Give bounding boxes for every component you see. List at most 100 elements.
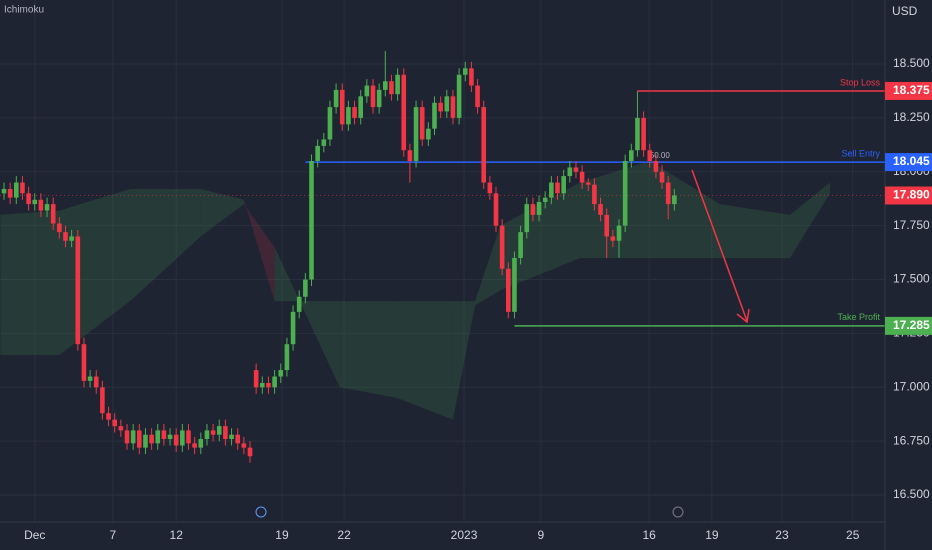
- candle-body: [487, 182, 493, 194]
- event-icon[interactable]: [255, 506, 267, 518]
- candle-body: [247, 447, 253, 457]
- candle-body: [57, 223, 62, 233]
- cloud-segment: [243, 199, 275, 302]
- candle-body: [555, 182, 560, 194]
- candle-body: [235, 434, 241, 444]
- candle-body: [130, 430, 136, 444]
- candle-body: [112, 419, 118, 427]
- candle-body: [124, 430, 130, 444]
- y-tick-label: 16.750: [893, 433, 930, 447]
- event-icon[interactable]: [672, 506, 684, 518]
- price-tag-label: 18.375: [893, 83, 930, 97]
- candle-body: [167, 434, 173, 440]
- price-tag: [885, 153, 932, 172]
- cloud-segment: [200, 189, 244, 237]
- candle-body: [50, 204, 56, 224]
- candle-body: [75, 236, 81, 345]
- candle-body: [44, 204, 50, 211]
- candle-body: [272, 376, 277, 388]
- candle-body: [143, 434, 148, 448]
- price-tag: [885, 316, 932, 335]
- candle-body: [259, 382, 265, 388]
- candle-body: [641, 117, 646, 151]
- y-tick-label: 17.500: [893, 272, 930, 286]
- candle-body: [659, 171, 665, 183]
- candle-body: [407, 150, 413, 161]
- candle-body: [161, 430, 167, 440]
- candle-body: [616, 225, 622, 241]
- candle-body: [26, 193, 31, 205]
- candle-body: [413, 107, 419, 161]
- candle-body: [635, 117, 640, 151]
- candle-body: [450, 96, 456, 118]
- candle-body: [266, 382, 271, 388]
- candle-body: [327, 107, 333, 140]
- candle-body: [136, 430, 142, 448]
- x-tick-label: 7: [110, 528, 117, 542]
- y-tick-label: 17.000: [893, 379, 930, 393]
- candle-body: [493, 193, 499, 226]
- candle-body: [192, 443, 197, 448]
- candle-body: [63, 232, 68, 241]
- y-tick-label: 16.500: [893, 487, 930, 501]
- candle-body: [20, 182, 25, 194]
- grid: [0, 0, 885, 522]
- cloud-segment: [0, 210, 60, 355]
- candle-body: [469, 68, 474, 86]
- cloud-segment: [475, 225, 501, 306]
- candle-body: [432, 102, 437, 129]
- candle-body: [370, 85, 376, 108]
- arrow-head: [736, 308, 750, 324]
- candle-body: [333, 89, 339, 108]
- candle-body: [229, 434, 234, 440]
- candle-body: [542, 197, 548, 202]
- x-tick-label: 25: [846, 528, 860, 542]
- candle-body: [32, 199, 38, 205]
- candle-body: [475, 85, 480, 108]
- candle-body: [339, 89, 345, 125]
- price-tag: [885, 186, 932, 205]
- candle-body: [241, 443, 247, 448]
- currency-label: USD: [892, 4, 918, 18]
- candle-body: [186, 430, 191, 444]
- candle-body: [296, 296, 302, 312]
- candle-body: [13, 182, 19, 198]
- cloud-segment: [719, 204, 790, 258]
- cloud-segment: [580, 160, 650, 258]
- candle-body: [389, 81, 394, 95]
- candle-body: [198, 439, 204, 448]
- candle-body: [579, 171, 585, 183]
- candle-body: [481, 107, 487, 183]
- x-tick-label: 19: [275, 528, 289, 542]
- candle-body: [598, 204, 603, 215]
- fib-label: 50.00: [650, 151, 671, 160]
- x-tick-label: Dec: [24, 528, 45, 542]
- candle-body: [106, 413, 111, 420]
- candle-body: [499, 225, 505, 269]
- candle-body: [376, 89, 382, 108]
- y-tick-label: 18.250: [893, 110, 930, 124]
- indicator-label: Ichimoku: [4, 5, 44, 16]
- candle-body: [456, 74, 462, 118]
- candle-body: [653, 160, 659, 172]
- candle-body: [518, 232, 523, 258]
- cloud-segment: [452, 301, 476, 420]
- candle-body: [155, 430, 161, 444]
- x-tick-label: 12: [170, 528, 184, 542]
- arrow-line: [691, 169, 748, 322]
- x-tick-label: 23: [775, 528, 789, 542]
- candle-body: [426, 128, 431, 140]
- candle-body: [592, 184, 597, 205]
- forecast-arrow: [691, 169, 750, 324]
- candle-body: [346, 107, 351, 125]
- candle-body: [210, 430, 216, 435]
- candle-body: [604, 214, 610, 237]
- candle-body: [567, 167, 573, 177]
- x-tick-label: 2023: [451, 528, 478, 542]
- y-tick-label: 18.500: [893, 56, 930, 70]
- candle-body: [352, 107, 357, 118]
- candle-body: [278, 370, 284, 377]
- candle-body: [7, 189, 13, 198]
- cloud-segment: [130, 189, 201, 302]
- candles: [1, 51, 677, 463]
